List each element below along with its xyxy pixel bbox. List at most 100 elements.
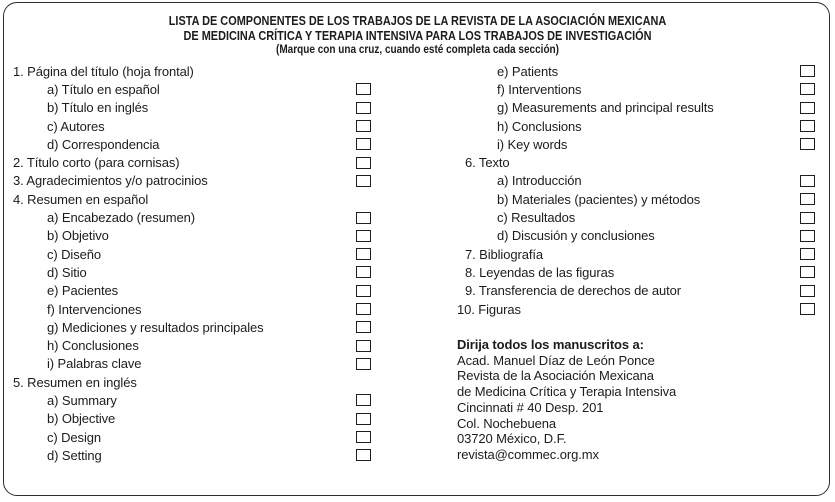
mailing-address: Dirija todos los manuscritos a: Acad. Ma… [457,337,676,463]
checklist-item: 5. Resumen en inglés [13,373,371,391]
checkbox[interactable] [800,229,815,242]
checklist-item-label: b) Título en inglés [47,100,149,116]
checklist-item-label: 2. Título corto (para cornisas) [13,155,180,171]
checklist-item-label: 9. Transferencia de derechos de autor [465,283,681,299]
form-border [3,2,830,496]
checkbox[interactable] [800,83,815,96]
checklist-item-label: i) Palabras clave [47,356,142,372]
checkbox[interactable] [356,156,371,169]
mailing-address-line: Col. Nochebuena [457,415,556,431]
checklist-item: c) Design [13,428,371,446]
checklist-item: 7. Bibliografía [457,245,815,263]
checkbox[interactable] [356,431,371,444]
checkbox[interactable] [356,303,371,315]
checkbox[interactable] [800,284,815,297]
checklist-item-label: a) Summary [47,392,117,408]
form-title-line1: LISTA DE COMPONENTES DE LOS TRABAJOS DE … [168,13,667,28]
checklist-item-label: 4. Resumen en español [13,191,149,207]
checklist-item: f) Interventions [457,80,815,98]
checklist-column-right: e) Patients f) Interventions g) Measuremen… [457,62,815,318]
checklist-item-label: h) Conclusiones [47,338,139,354]
checkbox[interactable] [356,284,371,297]
checklist-item: f) Intervenciones [13,300,371,318]
checkbox[interactable] [800,138,815,151]
checklist-item: i) Palabras clave [13,355,371,373]
checklist-item: h) Conclusions [457,117,815,135]
checklist-item: a) Summary [13,391,371,409]
checklist-item: a) Encabezado (resumen) [13,208,371,226]
checklist-item: d) Setting [13,446,371,464]
mailing-address-line: de Medicina Crítica y Terapia Intensiva [457,384,677,400]
mailing-address-line: Cincinnati # 40 Desp. 201 [457,399,604,415]
checklist-item-label: f) Interventions [497,81,582,97]
checkbox[interactable] [356,83,371,96]
checklist-item-label: d) Setting [47,447,102,463]
checklist-item: b) Título en inglés [13,99,371,117]
checkbox[interactable] [800,248,815,261]
checklist-item-label: d) Correspondencia [47,136,160,152]
checklist-item-label: 1. Página del título (hoja frontal) [13,63,194,79]
mailing-address-lines: Acad. Manuel Díaz de León Ponce Revista d… [457,353,676,463]
checklist-item: e) Pacientes [13,282,371,300]
checklist-item: c) Resultados [457,208,815,226]
checkbox[interactable] [356,101,371,114]
checkbox[interactable] [800,65,815,78]
checkbox[interactable] [356,266,371,279]
checklist-item-label: a) Título en español [47,81,160,97]
checklist-item-label: 8. Leyendas de las figuras [465,264,615,280]
checklist-item-label: b) Objective [47,411,116,427]
mailing-address-line: revista@commec.org.mx [457,446,599,462]
checklist-item: 9. Transferencia de derechos de autor [457,282,815,300]
checkbox[interactable] [356,449,371,462]
checklist-item: 4. Resumen en español [13,190,371,208]
checkbox[interactable] [800,120,815,133]
mailing-address-line: 03720 México, D.F. [457,431,567,447]
checklist-item-label: 10. Figuras [457,301,521,317]
checkbox[interactable] [356,339,371,352]
checkbox[interactable] [356,321,371,334]
checkbox[interactable] [356,138,371,151]
checklist-item-label: f) Intervenciones [47,301,142,317]
checklist-item: 10. Figuras [457,300,815,318]
checkbox[interactable] [356,229,371,242]
checklist-item: d) Discusión y conclusiones [457,227,815,245]
checklist-item: b) Materiales (pacientes) y métodos [457,190,815,208]
checklist-item: c) Diseño [13,245,371,263]
checklist-item-label: h) Conclusions [497,118,582,134]
checklist-item-label: b) Materiales (pacientes) y métodos [497,191,701,207]
checklist-item-label: 7. Bibliografía [465,246,543,262]
checklist-item: 8. Leyendas de las figuras [457,263,815,281]
checklist-item: g) Measurements and principal results [457,99,815,117]
checklist-item-label: 6. Texto [465,155,510,171]
checkbox[interactable] [800,174,815,187]
checkbox[interactable] [800,101,815,114]
checkbox[interactable] [356,120,371,133]
checklist-item-label: g) Measurements and principal results [497,100,714,116]
checkbox[interactable] [356,174,371,187]
checklist-item-label: b) Objetivo [47,228,109,244]
checkbox[interactable] [800,303,815,315]
checklist-item-label: c) Diseño [47,246,102,262]
checklist-item-label: 5. Resumen en inglés [13,374,137,390]
checkbox[interactable] [800,211,815,224]
checkbox[interactable] [356,248,371,261]
checklist-item-label: c) Design [47,429,102,445]
checkbox[interactable] [356,211,371,224]
checkbox[interactable] [356,357,371,370]
checklist-item-label: d) Sitio [47,264,87,280]
checkbox[interactable] [356,394,371,407]
checklist-item: i) Key words [457,135,815,153]
checklist-item-label: c) Autores [47,118,105,134]
checklist-item-label: 3. Agradecimientos y/o patrocinios [13,173,208,189]
checklist-item: h) Conclusiones [13,336,371,354]
checklist-item: c) Autores [13,117,371,135]
checklist-item: 3. Agradecimientos y/o patrocinios [13,172,371,190]
checklist-item: 1. Página del título (hoja frontal) [13,62,371,80]
checklist-item-label: e) Pacientes [47,283,119,299]
checkbox[interactable] [356,412,371,425]
checkbox[interactable] [800,266,815,279]
checklist-item: d) Correspondencia [13,135,371,153]
form-subtitle: (Marque con una cruz, cuando esté comple… [276,44,559,56]
form-title-line2: DE MEDICINA CRÍTICA Y TERAPIA INTENSIVA … [183,28,652,43]
checkbox[interactable] [800,193,815,206]
